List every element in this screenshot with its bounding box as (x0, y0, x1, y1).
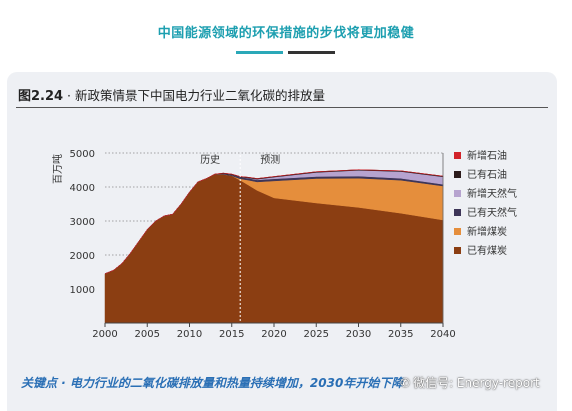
x-tick-label-2025: 2025 (304, 329, 329, 340)
legend-swatch-3 (454, 209, 461, 216)
x-tick-label-2035: 2035 (388, 329, 413, 340)
x-tick-label-2000: 2000 (92, 329, 117, 340)
legend-swatch-4 (454, 228, 461, 235)
figure-title: 图2.24 · 新政策情景下中国电力行业二氧化碳的排放量 (18, 85, 325, 104)
header-decoration-teal (236, 51, 283, 54)
figure-number: 图2.24 (18, 89, 64, 104)
x-tick-label-2040: 2040 (430, 329, 455, 340)
page-header: 中国能源领域的环保措施的步伐将更加稳健 (0, 0, 572, 70)
x-tick-label-2005: 2005 (135, 329, 160, 340)
emissions-chart: 2000 2005 2010 2015 2020 2025 2030 2035 2040 1000… (51, 149, 517, 340)
y-axis-label: 百万吨 (51, 154, 64, 184)
title-divider (16, 107, 548, 108)
y-tick-label-3000: 3000 (70, 217, 95, 228)
wechat-watermark: ✆ 微信号: Energy-report (400, 374, 540, 391)
key-point-caption: 关键点 · 电力行业的二氧化碳排放量和热量持续增加，2030年开始下降 (21, 376, 404, 390)
legend-swatch-2 (454, 190, 461, 197)
header-title: 中国能源领域的环保措施的步伐将更加稳健 (157, 26, 415, 41)
history-label: 历史 (200, 154, 220, 166)
legend-label-1: 已有石油 (467, 168, 507, 181)
legend-label-5: 已有煤炭 (467, 244, 507, 257)
watermark-text: 微信号: Energy-report (413, 376, 540, 390)
legend-swatch-5 (454, 247, 461, 254)
x-tick-label-2030: 2030 (346, 329, 371, 340)
legend-label-4: 新增煤炭 (467, 225, 507, 238)
figure-card: 图2.24 · 新政策情景下中国电力行业二氧化碳的排放量 2000 2005 201… (7, 72, 557, 411)
forecast-label: 预测 (260, 153, 280, 166)
legend-label-0: 新增石油 (467, 149, 507, 162)
legend-label-2: 新增天然气 (467, 187, 517, 200)
y-tick-label-2000: 2000 (70, 251, 95, 262)
x-tick-label-2020: 2020 (261, 329, 286, 340)
y-tick-label-1000: 1000 (70, 285, 95, 296)
y-tick-label-5000: 5000 (70, 149, 95, 160)
legend-swatch-0 (454, 152, 461, 159)
x-tick-label-2010: 2010 (177, 329, 202, 340)
header-decoration-dark (288, 51, 335, 54)
legend-swatch-1 (454, 171, 461, 178)
x-tick-label-2015: 2015 (219, 329, 244, 340)
wechat-icon: ✆ (400, 376, 411, 390)
y-tick-label-4000: 4000 (70, 183, 95, 194)
legend-label-3: 已有天然气 (467, 206, 517, 219)
figure-title-text: · 新政策情景下中国电力行业二氧化碳的排放量 (63, 88, 325, 103)
